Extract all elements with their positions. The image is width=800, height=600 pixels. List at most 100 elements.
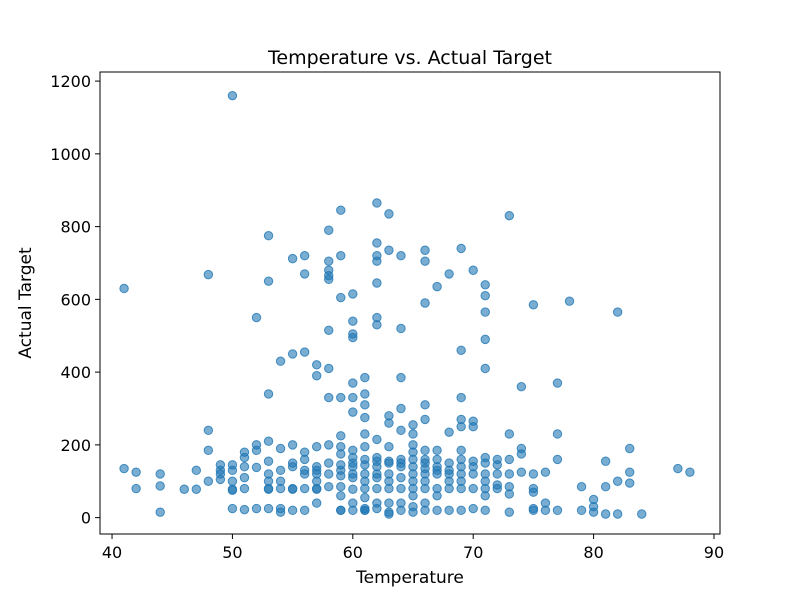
data-point (420, 445, 430, 456)
data-point (372, 238, 382, 248)
data-point (564, 296, 575, 306)
data-point (504, 210, 515, 221)
data-point (492, 469, 502, 479)
data-point (336, 482, 346, 492)
data-point (287, 462, 298, 472)
data-point (131, 467, 141, 477)
data-point (287, 505, 298, 516)
data-point (336, 292, 346, 303)
y-tick-label: 600 (60, 290, 91, 309)
plot-area-frame (99, 71, 721, 535)
data-point (348, 332, 358, 343)
data-point (372, 278, 382, 288)
data-point (552, 454, 563, 465)
data-point (468, 483, 478, 494)
data-point (432, 491, 442, 501)
data-point (203, 476, 214, 486)
data-point (384, 498, 394, 508)
data-point (263, 231, 274, 241)
data-point (311, 360, 322, 370)
data-point (324, 482, 334, 492)
data-point (263, 436, 274, 446)
data-point (480, 458, 490, 468)
data-point (324, 225, 334, 235)
data-point (456, 505, 466, 516)
data-point (275, 356, 286, 366)
data-point (408, 491, 418, 501)
data-point (227, 465, 238, 476)
data-point (227, 503, 238, 514)
data-point (263, 484, 274, 494)
x-axis-ticks: 40 50 60 70 80 90 (102, 534, 724, 562)
data-point (480, 363, 490, 374)
data-point (239, 504, 250, 515)
data-point (528, 505, 539, 516)
data-point (552, 505, 563, 516)
data-point (324, 325, 334, 335)
data-point (227, 476, 238, 486)
data-point (444, 427, 454, 437)
data-point (384, 245, 394, 255)
data-point (251, 503, 262, 514)
data-point (480, 505, 490, 516)
data-point (324, 458, 334, 468)
data-point (155, 469, 165, 479)
data-point (432, 281, 442, 292)
data-point (396, 483, 406, 494)
data-point (372, 434, 382, 445)
data-point (456, 243, 466, 254)
data-point (396, 462, 406, 472)
data-point (480, 307, 490, 317)
data-point (468, 265, 478, 275)
data-point (299, 251, 310, 261)
data-point (348, 472, 358, 483)
data-point (275, 443, 286, 454)
data-point (420, 400, 430, 410)
data-point (299, 483, 310, 494)
data-point (311, 441, 322, 452)
data-point (360, 400, 370, 410)
data-point (155, 481, 165, 491)
data-point (456, 392, 466, 403)
data-point (504, 454, 515, 465)
data-point (384, 209, 394, 219)
data-point (456, 445, 466, 456)
data-point (324, 440, 334, 450)
data-point (384, 441, 394, 452)
data-point (215, 474, 226, 485)
data-point (155, 507, 165, 517)
data-point (516, 381, 527, 392)
data-point (263, 503, 274, 514)
data-point (600, 509, 611, 519)
data-point (612, 307, 623, 317)
data-point (360, 483, 370, 494)
data-point (311, 498, 322, 508)
data-point (396, 403, 406, 414)
data-point (480, 491, 490, 501)
data-point (480, 334, 490, 345)
data-point (552, 378, 563, 388)
data-point (600, 482, 611, 492)
data-point (420, 256, 430, 266)
data-point (396, 505, 406, 516)
data-point (528, 300, 539, 310)
data-point (444, 269, 454, 279)
data-point (275, 507, 286, 517)
data-point (372, 472, 382, 483)
data-point (540, 505, 551, 516)
data-point (552, 429, 563, 439)
data-point (588, 507, 599, 517)
x-axis-label: Temperature (355, 568, 464, 588)
data-point (348, 392, 358, 403)
data-point (468, 469, 478, 479)
data-point (612, 476, 623, 486)
data-point (131, 483, 141, 494)
data-point (348, 484, 358, 494)
data-point (468, 503, 478, 514)
data-point (456, 483, 466, 494)
data-point (263, 389, 274, 399)
data-point (456, 421, 466, 432)
data-point (227, 485, 238, 496)
data-point (576, 482, 587, 492)
